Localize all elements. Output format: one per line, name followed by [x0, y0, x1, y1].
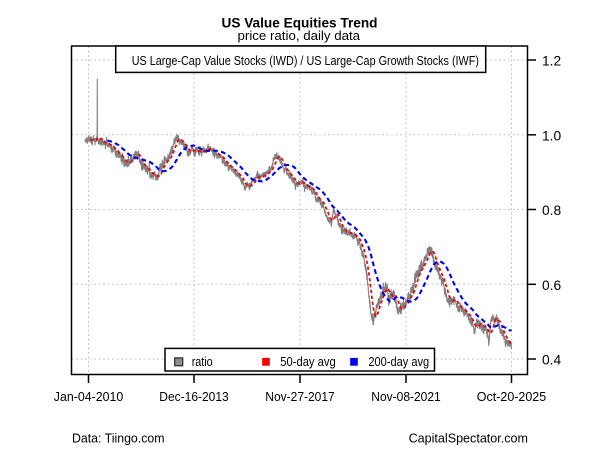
- svg-text:0.4: 0.4: [542, 353, 562, 368]
- svg-text:CapitalSpectator.com: CapitalSpectator.com: [409, 431, 528, 446]
- svg-text:Oct-20-2025: Oct-20-2025: [477, 389, 546, 404]
- svg-text:Jan-04-2010: Jan-04-2010: [54, 389, 123, 404]
- svg-text:Nov-27-2017: Nov-27-2017: [265, 389, 334, 404]
- svg-text:1.2: 1.2: [542, 54, 561, 69]
- svg-text:US Value Equities Trend: US Value Equities Trend: [222, 16, 378, 31]
- svg-text:price ratio, daily data: price ratio, daily data: [238, 28, 361, 43]
- svg-text:US Large-Cap Value Stocks (IWD: US Large-Cap Value Stocks (IWD) / US Lar…: [132, 53, 479, 68]
- svg-text:50-day avg: 50-day avg: [280, 354, 335, 369]
- svg-text:Nov-08-2021: Nov-08-2021: [371, 389, 440, 404]
- svg-text:200-day avg: 200-day avg: [368, 354, 429, 369]
- svg-text:0.8: 0.8: [542, 203, 561, 218]
- svg-text:Data: Tiingo.com: Data: Tiingo.com: [72, 431, 165, 446]
- svg-text:ratio: ratio: [192, 354, 213, 369]
- svg-text:0.6: 0.6: [542, 278, 561, 293]
- svg-text:1.0: 1.0: [542, 128, 562, 143]
- svg-text:Dec-16-2013: Dec-16-2013: [159, 389, 228, 404]
